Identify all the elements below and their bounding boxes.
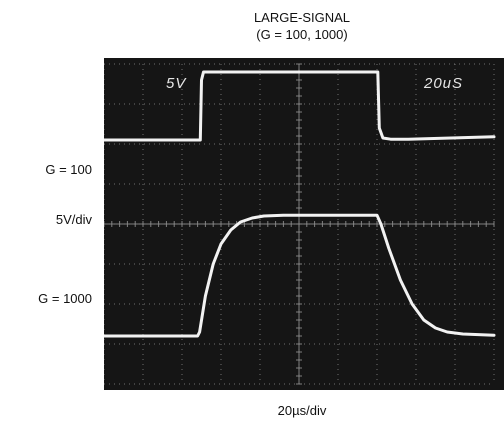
x-axis-label: 20µs/div <box>277 403 327 418</box>
y-axis-label: 5V/div <box>55 212 92 227</box>
chart-title: LARGE-SIGNAL <box>253 10 351 25</box>
series-label-g1000: G = 1000 <box>38 291 92 306</box>
volts-per-div-readout: 5V <box>166 75 187 92</box>
oscilloscope-screen: 5V 20uS <box>104 58 504 390</box>
series-label-g100: G = 100 <box>45 162 92 177</box>
grid <box>104 63 495 385</box>
chart-subtitle: (G = 100, 1000) <box>256 27 348 42</box>
series-line-g100 <box>104 70 496 142</box>
traces <box>104 70 496 338</box>
time-per-div-readout: 20uS <box>423 75 463 92</box>
series-line-g1000 <box>104 213 496 338</box>
